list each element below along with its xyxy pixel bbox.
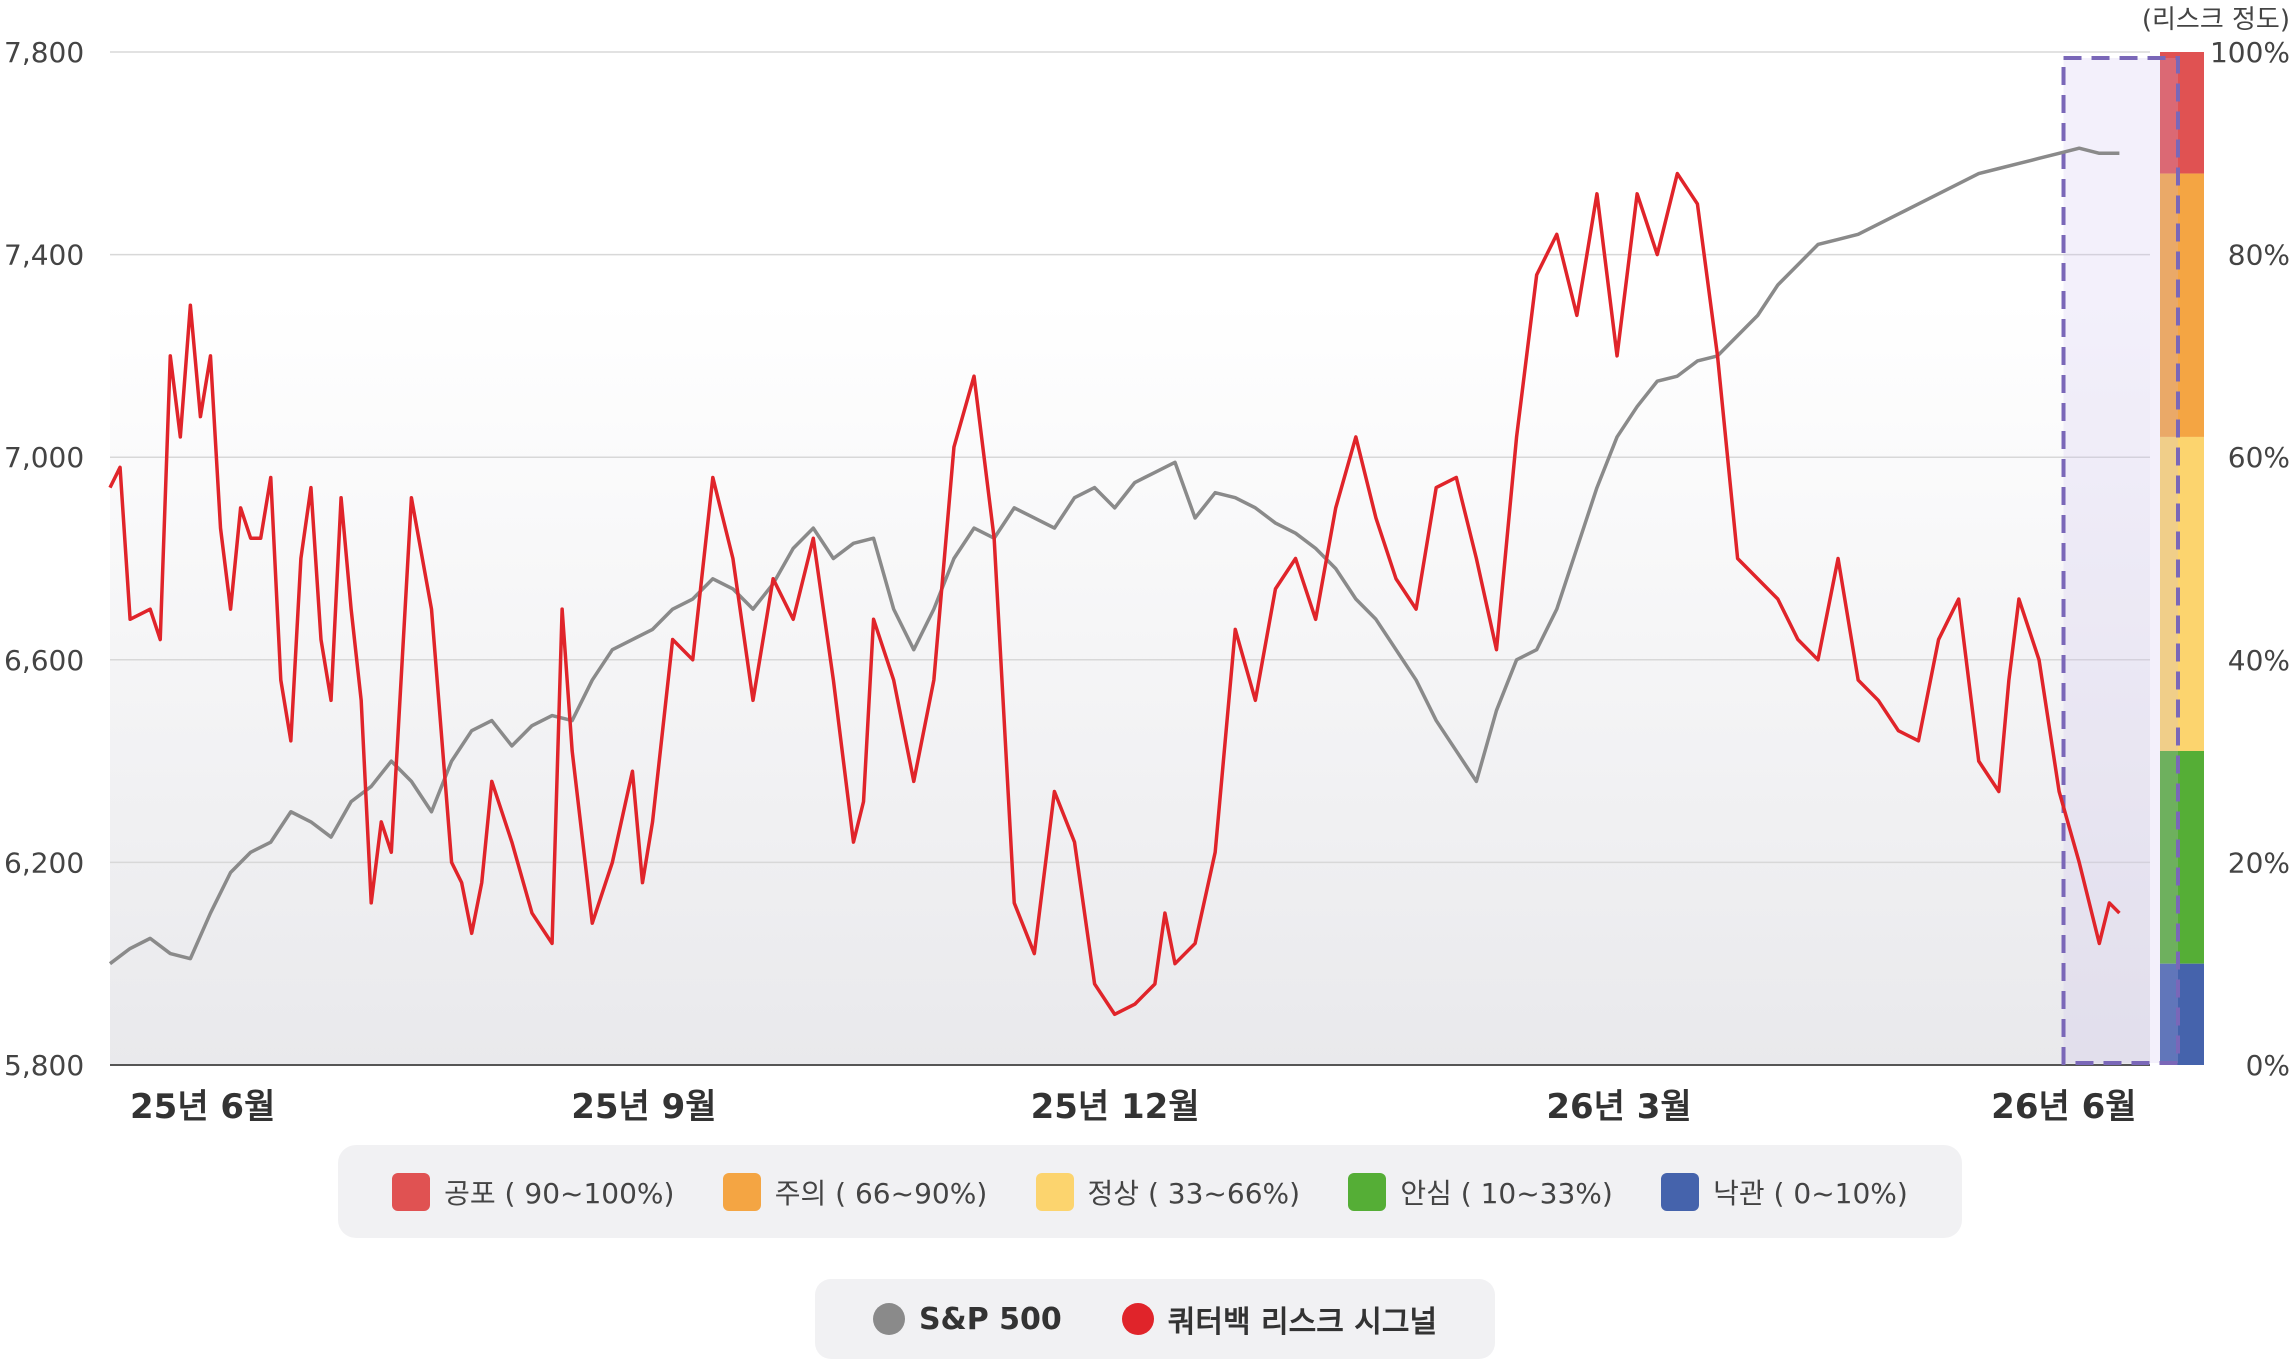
risk-legend-item: 정상 ( 33~66%) xyxy=(1035,1172,1301,1212)
risk-legend-item: 낙관 ( 0~10%) xyxy=(1661,1172,1908,1212)
right-tick-label: 60% xyxy=(2228,441,2290,474)
y-tick-label: 7,400 xyxy=(4,239,84,272)
y-tick-label: 6,600 xyxy=(4,644,84,677)
risk-band xyxy=(2160,963,2204,1065)
x-tick-label: 26년 6월 xyxy=(1991,1087,2136,1127)
risk-band xyxy=(2160,173,2204,437)
series-dot xyxy=(872,1303,905,1335)
series-dot xyxy=(1121,1303,1154,1335)
series-label: 쿼터백 리스크 시그널 xyxy=(1167,1305,1438,1340)
right-tick-label: 20% xyxy=(2228,846,2290,879)
legend-swatch xyxy=(1348,1172,1387,1211)
risk-legend-item: 안심 ( 10~33%) xyxy=(1348,1172,1613,1212)
plot-background xyxy=(110,300,2150,1065)
right-tick-label: 0% xyxy=(2246,1049,2290,1082)
risk-legend: 공포 ( 90~100%) 주의 ( 66~90%) 정상 ( 33~66%) 안심 … xyxy=(338,1145,1962,1238)
series-legend: S&P 500 쿼터백 리스크 시그널 xyxy=(815,1279,1495,1359)
risk-legend-item: 주의 ( 66~90%) xyxy=(722,1172,988,1212)
x-tick-label: 26년 3월 xyxy=(1546,1087,1691,1127)
right-axis-title: (리스크 정도) xyxy=(2142,5,2290,35)
risk-band xyxy=(2160,436,2204,751)
risk-signal-line xyxy=(108,171,2121,1017)
legend-swatch xyxy=(392,1172,431,1211)
y-tick-label: 6,200 xyxy=(4,846,84,879)
y-tick-label: 7,800 xyxy=(4,36,84,69)
x-tick-label: 25년 12월 xyxy=(1031,1087,1200,1127)
risk-legend-item: 공포 ( 90~100%) xyxy=(392,1172,674,1212)
right-tick-label: 40% xyxy=(2228,644,2290,677)
series-legend-item: S&P 500 xyxy=(872,1301,1062,1337)
right-tick-label: 100% xyxy=(2210,36,2290,69)
highlight-region xyxy=(2061,56,2181,1065)
legend-label: 안심 ( 10~33%) xyxy=(1400,1176,1613,1210)
y-tick-label: 7,000 xyxy=(4,441,84,474)
risk-band xyxy=(2160,52,2204,174)
risk-band xyxy=(2160,750,2204,964)
legend-label: 낙관 ( 0~10%) xyxy=(1713,1176,1908,1210)
legend-label: 주의 ( 66~90%) xyxy=(774,1176,988,1210)
legend-swatch xyxy=(1035,1172,1074,1211)
x-tick-label: 25년 6월 xyxy=(130,1087,275,1127)
series-label: S&P 500 xyxy=(918,1301,1062,1337)
x-tick-label: 25년 9월 xyxy=(571,1087,716,1127)
series-legend-item: 쿼터백 리스크 시그널 xyxy=(1121,1297,1438,1341)
chart-plot: 7,800 7,400 7,000 6,600 6,200 5,800 100% 80% 60%… xyxy=(4,5,2290,1127)
legend-swatch xyxy=(722,1172,761,1211)
right-tick-label: 80% xyxy=(2228,239,2290,272)
legend-label: 공포 ( 90~100%) xyxy=(444,1176,675,1210)
legend-label: 정상 ( 33~66%) xyxy=(1087,1176,1301,1210)
y-tick-label: 5,800 xyxy=(4,1049,84,1082)
legend-swatch xyxy=(1661,1172,1700,1211)
